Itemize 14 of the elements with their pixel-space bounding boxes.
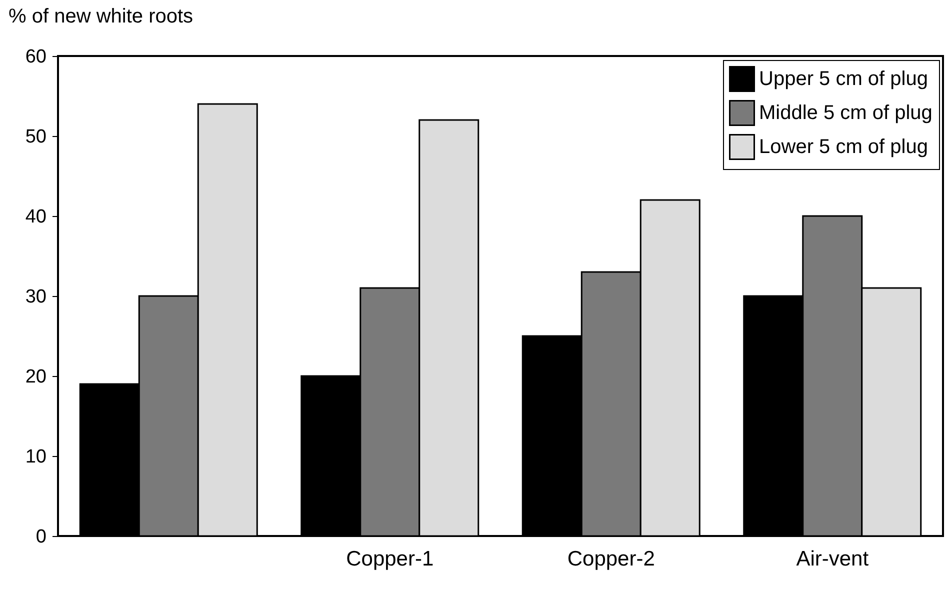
x-tick-label: Copper-1 xyxy=(346,548,434,570)
y-tick-label: 60 xyxy=(25,46,46,68)
y-tick-label: 10 xyxy=(25,446,46,468)
y-tick-label: 0 xyxy=(36,526,46,548)
legend-label: Upper 5 cm of plug xyxy=(759,68,928,90)
y-axis-title: % of new white roots xyxy=(8,6,194,28)
y-tick-label: 40 xyxy=(25,206,46,228)
legend-label: Middle 5 cm of plug xyxy=(759,102,932,124)
y-tick-label: 50 xyxy=(25,126,46,148)
y-tick-label: 30 xyxy=(25,286,46,308)
legend-label: Lower 5 cm of plug xyxy=(759,136,928,158)
x-tick-label: Copper-2 xyxy=(567,548,655,570)
y-tick-label: 20 xyxy=(25,366,46,388)
x-tick-label: Air-vent xyxy=(796,548,869,570)
